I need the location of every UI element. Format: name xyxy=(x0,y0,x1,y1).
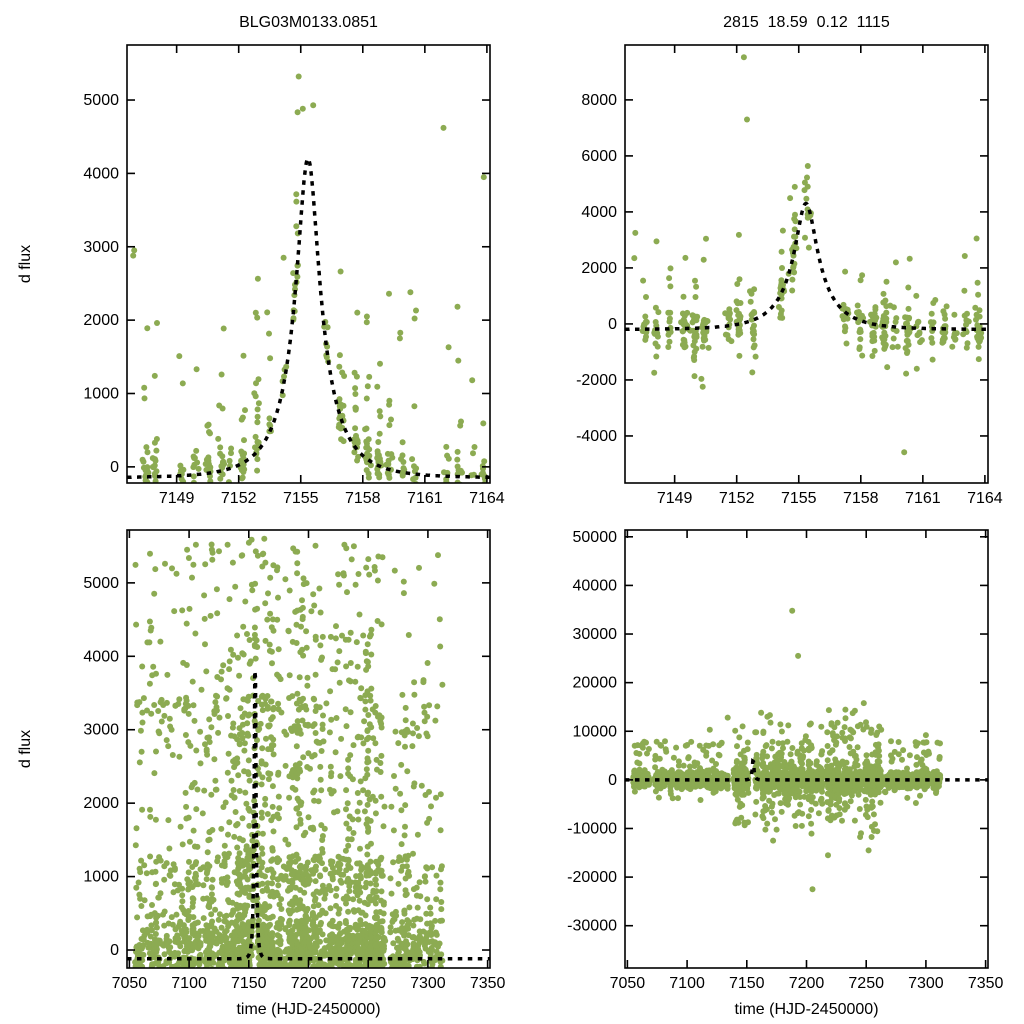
y-tick-label: 20000 xyxy=(573,675,618,692)
plot-top-left-zoom: 7149 7152 7155 7158 7161 7164 0 1000 2000 3000 400… xyxy=(17,14,505,507)
y-tick-label: 6000 xyxy=(581,148,617,165)
y-tick-label: 4000 xyxy=(83,165,119,182)
model-fit-curve xyxy=(625,757,988,782)
model-fit-curve xyxy=(127,156,490,479)
y-axis-label: d flux xyxy=(17,730,34,768)
y-tick-label: -20000 xyxy=(567,869,617,886)
y-tick-label: 0 xyxy=(110,459,119,476)
y-tick-label: 2000 xyxy=(83,312,119,329)
x-axis-label: time (HJD-2450000) xyxy=(734,1001,878,1018)
x-tick-label: 7161 xyxy=(905,490,941,507)
x-tick-label: 7152 xyxy=(719,490,755,507)
y-tick-label: 3000 xyxy=(83,722,119,739)
x-tick-label: 7150 xyxy=(729,975,765,992)
x-axis-label: time (HJD-2450000) xyxy=(236,1001,380,1018)
x-tick-label: 7200 xyxy=(789,975,825,992)
y-tick-label: 3000 xyxy=(83,239,119,256)
y-tick-label: 8000 xyxy=(581,92,617,109)
y-tick-label: 2000 xyxy=(581,260,617,277)
x-tick-label: 7100 xyxy=(171,975,207,992)
y-tick-label: 0 xyxy=(608,772,617,789)
x-tick-label: 7158 xyxy=(843,490,879,507)
y-tick-label: 30000 xyxy=(573,626,618,643)
x-tick-label: 7164 xyxy=(469,490,505,507)
x-tick-label: 7150 xyxy=(231,975,267,992)
plot-frame xyxy=(624,44,989,484)
scatter-points xyxy=(130,73,488,483)
x-tick-label: 7350 xyxy=(470,975,506,992)
y-tick-label: -4000 xyxy=(576,428,617,445)
x-tick-label: 7050 xyxy=(112,975,148,992)
x-tick-label: 7050 xyxy=(610,975,646,992)
x-tick-label: 7164 xyxy=(967,490,1003,507)
y-tick-label: -10000 xyxy=(567,820,617,837)
x-tick-label: 7350 xyxy=(968,975,1004,992)
y-axis-label: d flux xyxy=(17,245,34,283)
x-tick-label: 7155 xyxy=(283,490,319,507)
y-tick-label: 40000 xyxy=(573,577,618,594)
model-fit-curve xyxy=(625,201,988,332)
y-tick-label: -30000 xyxy=(567,918,617,935)
x-tick-label: 7250 xyxy=(848,975,884,992)
y-tick-label: 4000 xyxy=(581,204,617,221)
plot-top-right-zoom: 7149 7152 7155 7158 7161 7164 -4000 -2000 0 2000 4… xyxy=(576,14,1003,507)
model-fit-curve xyxy=(127,670,490,961)
plot-title: BLG03M0133.0851 xyxy=(239,14,378,31)
y-tick-label: 10000 xyxy=(573,723,618,740)
plot-bottom-right-full: 7050 7100 7150 7200 7250 7300 7350 -30000 -20000… xyxy=(567,529,1004,1018)
y-tick-label: 5000 xyxy=(83,575,119,592)
y-tick-label: 50000 xyxy=(573,529,618,546)
x-tick-label: 7100 xyxy=(669,975,705,992)
plot-bottom-left-full: 7050 7100 7150 7200 7250 7300 7350 0 1000 2000 300… xyxy=(17,529,506,1018)
y-tick-label: 1000 xyxy=(83,869,119,886)
y-tick-label: 4000 xyxy=(83,648,119,665)
scatter-points xyxy=(132,535,446,968)
x-tick-label: 7300 xyxy=(410,975,446,992)
x-tick-label: 7149 xyxy=(657,490,693,507)
y-tick-label: 0 xyxy=(110,942,119,959)
x-tick-label: 7161 xyxy=(407,490,443,507)
plot-frame xyxy=(126,44,491,484)
y-tick-label: 1000 xyxy=(83,385,119,402)
y-tick-label: 2000 xyxy=(83,795,119,812)
x-tick-label: 7200 xyxy=(291,975,327,992)
x-tick-label: 7152 xyxy=(221,490,257,507)
x-tick-label: 7250 xyxy=(350,975,386,992)
x-tick-label: 7155 xyxy=(781,490,817,507)
y-tick-label: 5000 xyxy=(83,92,119,109)
scatter-points xyxy=(630,607,944,893)
y-tick-label: 0 xyxy=(608,316,617,333)
x-tick-label: 7300 xyxy=(908,975,944,992)
x-tick-label: 7149 xyxy=(159,490,195,507)
plot-title: 2815 18.59 0.12 1115 xyxy=(723,14,890,31)
scatter-points xyxy=(631,54,985,456)
y-tick-label: -2000 xyxy=(576,372,617,389)
x-tick-label: 7158 xyxy=(345,490,381,507)
